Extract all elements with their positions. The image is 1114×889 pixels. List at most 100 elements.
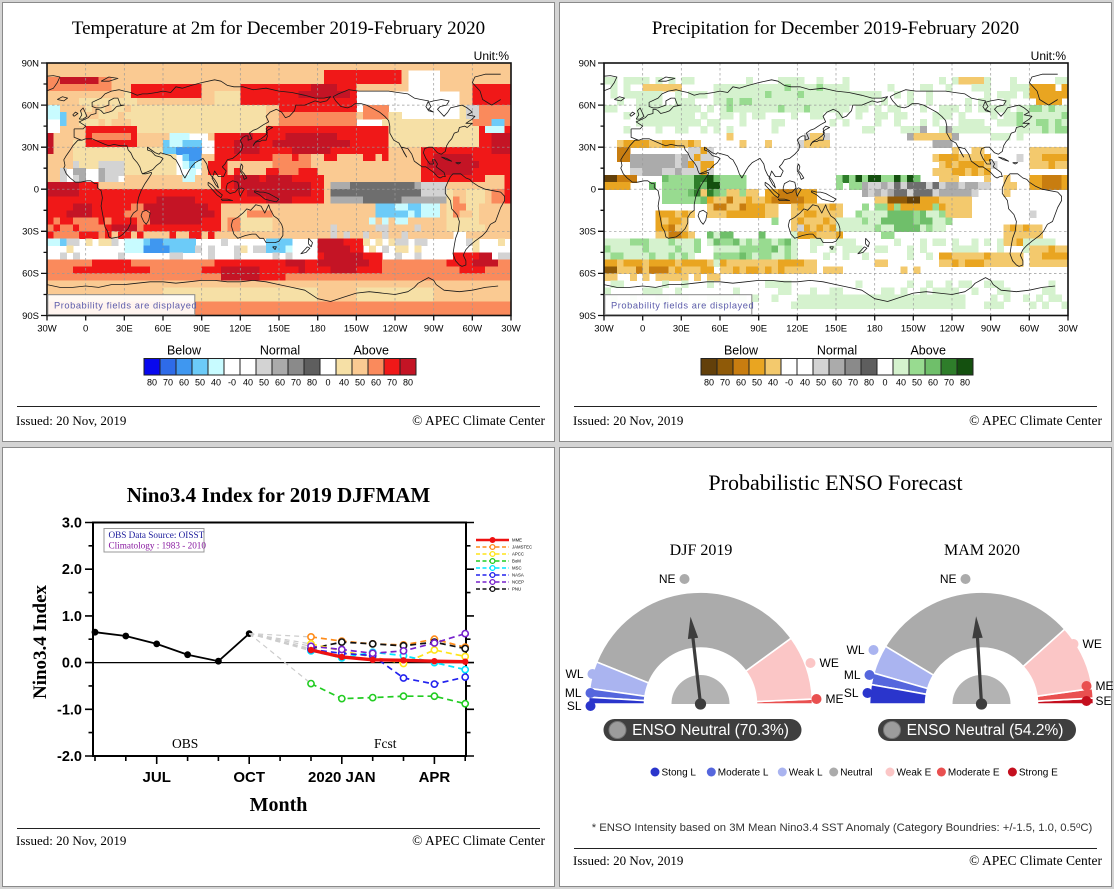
svg-text:Strong E: Strong E [1019,768,1058,779]
svg-text:Moderate E: Moderate E [948,768,1000,779]
svg-text:OBS: OBS [172,736,198,751]
svg-text:30W: 30W [1058,324,1078,335]
svg-text:WL: WL [566,667,584,681]
svg-text:50: 50 [816,378,826,388]
svg-text:40: 40 [339,378,349,388]
svg-text:1.0: 1.0 [62,609,82,625]
svg-text:90W: 90W [981,324,1001,335]
svg-text:120E: 120E [229,324,251,335]
svg-text:60: 60 [736,378,746,388]
svg-text:Probability fields are display: Probability fields are displayed [54,301,197,311]
svg-text:NASA: NASA [512,573,524,578]
svg-text:80: 80 [307,378,317,388]
svg-text:40: 40 [800,378,810,388]
svg-text:-0: -0 [228,378,236,388]
svg-text:30S: 30S [22,227,39,238]
svg-text:2020 JAN: 2020 JAN [308,769,376,786]
svg-text:90N: 90N [22,58,40,69]
svg-text:60: 60 [832,378,842,388]
svg-text:Above: Above [353,344,388,358]
svg-text:50: 50 [259,378,269,388]
svg-text:Above: Above [910,344,945,358]
svg-text:WE: WE [820,656,839,670]
svg-text:0: 0 [325,378,330,388]
svg-text:60W: 60W [1020,324,1040,335]
svg-text:60N: 60N [22,100,40,111]
svg-text:70: 70 [944,378,954,388]
svg-text:120W: 120W [940,324,965,335]
svg-text:NCEP: NCEP [512,580,524,585]
svg-text:OCT: OCT [233,769,265,786]
svg-text:2.0: 2.0 [62,562,82,578]
svg-text:3.0: 3.0 [62,516,82,532]
svg-text:Below: Below [724,344,759,358]
svg-text:30W: 30W [594,324,614,335]
svg-text:Neutral: Neutral [840,768,872,779]
svg-text:70: 70 [163,378,173,388]
svg-text:0: 0 [591,185,596,196]
svg-text:NE: NE [940,572,957,586]
svg-text:90W: 90W [424,324,444,335]
svg-text:Moderate L: Moderate L [718,768,769,779]
svg-text:ML: ML [565,686,582,700]
svg-text:60W: 60W [463,324,483,335]
svg-text:MME: MME [512,538,522,543]
svg-text:SL: SL [844,686,859,700]
svg-text:Fcst: Fcst [374,736,397,751]
svg-text:JAMSTEC: JAMSTEC [512,545,532,550]
svg-text:60E: 60E [712,324,729,335]
svg-text:90E: 90E [193,324,210,335]
svg-text:ENSO Neutral (54.2%): ENSO Neutral (54.2%) [907,722,1064,739]
svg-text:MSC: MSC [512,566,522,571]
svg-text:40: 40 [243,378,253,388]
svg-text:50: 50 [752,378,762,388]
svg-text:60: 60 [275,378,285,388]
svg-text:30W: 30W [501,324,521,335]
svg-text:70: 70 [720,378,730,388]
svg-text:80: 80 [864,378,874,388]
svg-text:30E: 30E [673,324,690,335]
svg-text:30N: 30N [22,143,40,154]
svg-text:* ENSO Intensity based on 3M M: * ENSO Intensity based on 3M Mean Nino3.… [592,821,1093,834]
svg-text:120E: 120E [786,324,808,335]
svg-text:Weak L: Weak L [789,768,823,779]
svg-text:WE: WE [1083,637,1102,651]
svg-text:APCC: APCC [512,552,524,557]
svg-text:60S: 60S [579,269,596,280]
svg-text:SE: SE [1096,694,1112,708]
svg-text:60: 60 [928,378,938,388]
svg-text:150W: 150W [901,324,926,335]
svg-text:60S: 60S [22,269,39,280]
svg-text:BoM: BoM [512,559,521,564]
svg-text:80: 80 [960,378,970,388]
svg-text:60: 60 [179,378,189,388]
svg-text:180: 180 [867,324,883,335]
svg-text:NE: NE [659,572,676,586]
svg-text:OBS Data Source: OISST: OBS Data Source: OISST [109,530,205,540]
svg-text:80: 80 [704,378,714,388]
svg-text:60E: 60E [155,324,172,335]
svg-text:150W: 150W [344,324,369,335]
svg-text:PNU: PNU [512,587,521,592]
svg-text:Weak E: Weak E [897,768,932,779]
svg-text:90E: 90E [750,324,767,335]
svg-text:0.0: 0.0 [62,656,82,672]
svg-text:70: 70 [387,378,397,388]
svg-text:150E: 150E [825,324,847,335]
svg-text:90S: 90S [22,311,39,322]
svg-text:90N: 90N [579,58,597,69]
svg-text:30W: 30W [37,324,57,335]
svg-text:ME: ME [1096,679,1114,693]
svg-text:-2.0: -2.0 [57,749,82,765]
svg-text:30E: 30E [116,324,133,335]
svg-text:ENSO Neutral (70.3%): ENSO Neutral (70.3%) [632,722,789,739]
svg-text:MAM 2020: MAM 2020 [944,542,1020,559]
svg-text:0: 0 [83,324,88,335]
svg-text:Probability fields are display: Probability fields are displayed [611,301,754,311]
svg-text:SL: SL [567,699,582,713]
svg-text:90S: 90S [579,311,596,322]
svg-text:30N: 30N [579,143,597,154]
svg-text:Stong L: Stong L [662,768,697,779]
svg-text:0: 0 [882,378,887,388]
svg-text:Normal: Normal [260,344,300,358]
